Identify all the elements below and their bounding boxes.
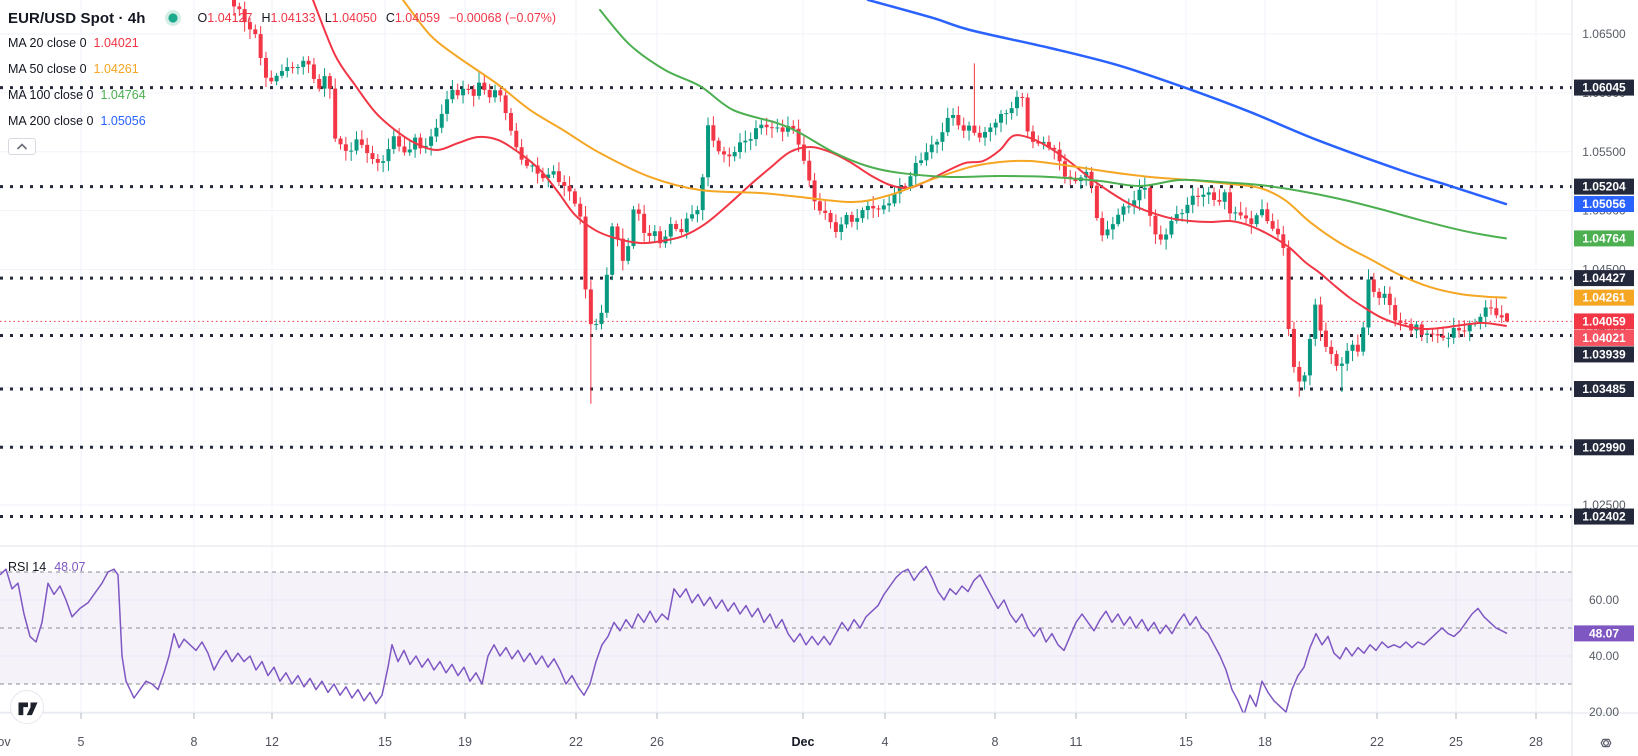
ohlc-l: L 1.04050 (324, 11, 377, 25)
market-status-icon (164, 9, 182, 27)
svg-text:4: 4 (882, 735, 889, 749)
svg-text:11: 11 (1070, 735, 1083, 749)
ma-value: 1.04021 (93, 36, 139, 50)
svg-text:1.06045: 1.06045 (1582, 81, 1626, 95)
ma-line-ma20 (312, 0, 1507, 330)
ma-legend-row-2[interactable]: MA 50 close 0 1.04261 (8, 56, 556, 82)
svg-text:ov: ov (0, 735, 11, 749)
ma-label: MA 20 close 0 (8, 36, 87, 50)
svg-text:18: 18 (1258, 735, 1272, 749)
svg-text:15: 15 (1179, 735, 1193, 749)
ma-label: MA 200 close 0 (8, 114, 94, 128)
rsi-label: RSI 14 (8, 560, 47, 574)
svg-text:22: 22 (569, 735, 583, 749)
svg-text:19: 19 (458, 735, 472, 749)
price-scale[interactable]: 1.065001.060001.055001.050001.045001.040… (1574, 27, 1634, 525)
symbol-title[interactable]: EUR/USD Spot · 4h (8, 9, 146, 27)
price-badge-1.04261: 1.04261 (1574, 289, 1634, 306)
tradingview-logo[interactable] (9, 689, 45, 730)
legend: EUR/USD Spot · 4h O 1.04127 H 1.04133 L 1.040… (8, 6, 556, 155)
gear-icon (1600, 738, 1612, 748)
price-badge-1.06045: 1.06045 (1574, 79, 1634, 96)
svg-text:26: 26 (650, 735, 664, 749)
svg-text:1.02990: 1.02990 (1582, 440, 1626, 454)
grid-lines (0, 0, 1572, 713)
svg-text:1.05500: 1.05500 (1582, 145, 1626, 159)
price-badge-1.05204: 1.05204 (1574, 178, 1634, 195)
ma-line-ma50 (402, 0, 1507, 299)
ma-legend-row-3[interactable]: MA 100 close 0 1.04764 (8, 82, 556, 108)
ohlc-o: O 1.04127 (197, 11, 253, 25)
price-badge-1.04764: 1.04764 (1574, 230, 1634, 247)
price-badge-1.02402: 1.02402 (1574, 508, 1634, 525)
ma-line-ma200 (866, 0, 1508, 206)
svg-text:1.02402: 1.02402 (1582, 510, 1626, 524)
ohlc-readout: O 1.04127 H 1.04133 L 1.04050 C 1.04059 −0.00068… (198, 11, 557, 25)
axis-settings-button[interactable] (1594, 731, 1618, 756)
price-badge-1.02990: 1.02990 (1574, 439, 1634, 456)
price-badge-1.04427: 1.04427 (1574, 270, 1634, 287)
time-axis[interactable]: ov 5 8 12 15 19 22 26 Dec 4 8 11 15 18 22 25 28 (0, 713, 1543, 749)
svg-text:40.00: 40.00 (1589, 649, 1619, 663)
svg-text:20.00: 20.00 (1589, 705, 1619, 719)
rsi-line[interactable] (0, 565, 1508, 714)
svg-text:Dec: Dec (792, 735, 815, 749)
price-badge-1.03939: 1.03939 (1574, 346, 1634, 363)
ma-legend-rows: MA 20 close 0 1.04021 MA 50 close 0 1.04261… (8, 30, 556, 134)
ma-label: MA 100 close 0 (8, 88, 94, 102)
ma-value: 1.04261 (93, 62, 139, 76)
rsi-scale[interactable]: 60.00 40.00 20.00 48.07 (1574, 593, 1634, 719)
svg-text:1.02500: 1.02500 (1582, 498, 1626, 512)
chevron-up-icon (16, 142, 28, 150)
svg-text:1.05056: 1.05056 (1582, 197, 1626, 211)
svg-text:8: 8 (992, 735, 999, 749)
rsi-value: 48.07 (54, 560, 86, 574)
ma-value: 1.05056 (100, 114, 146, 128)
ma-value: 1.04764 (100, 88, 146, 102)
svg-text:1.03485: 1.03485 (1582, 382, 1626, 396)
price-badge-1.04059: 1.04059 (1574, 313, 1634, 330)
moving-average-lines[interactable] (312, 0, 1508, 330)
svg-text:22: 22 (1370, 735, 1384, 749)
svg-text:8: 8 (191, 735, 198, 749)
ohlc-c: C 1.04059 (385, 11, 441, 25)
rsi-legend-row[interactable]: RSI 14 48.07 (8, 560, 86, 574)
collapse-legend-button[interactable] (8, 138, 36, 155)
svg-text:12: 12 (265, 735, 279, 749)
price-badge-1.05056: 1.05056 (1574, 196, 1634, 213)
change-readout: −0.00068 (−0.07%) (449, 11, 557, 25)
price-badge-1.04021: 1.04021 (1574, 329, 1634, 346)
svg-text:1.04764: 1.04764 (1582, 231, 1626, 245)
svg-text:60.00: 60.00 (1589, 593, 1619, 607)
svg-text:1.04427: 1.04427 (1582, 271, 1626, 285)
svg-text:1.04261: 1.04261 (1582, 291, 1626, 305)
svg-text:5: 5 (78, 735, 85, 749)
price-badge-1.03485: 1.03485 (1574, 381, 1634, 398)
svg-text:25: 25 (1449, 735, 1463, 749)
svg-text:1.04021: 1.04021 (1582, 331, 1626, 345)
svg-text:1.03939: 1.03939 (1582, 347, 1626, 361)
ma-line-ma100 (599, 8, 1507, 240)
svg-text:48.07: 48.07 (1589, 626, 1619, 640)
svg-text:15: 15 (378, 735, 392, 749)
svg-text:1.06500: 1.06500 (1582, 27, 1626, 41)
svg-text:1.05204: 1.05204 (1582, 180, 1626, 194)
svg-text:1.04059: 1.04059 (1582, 314, 1626, 328)
ma-legend-row-1[interactable]: MA 20 close 0 1.04021 (8, 30, 556, 56)
svg-text:28: 28 (1529, 735, 1543, 749)
ma-legend-row-4[interactable]: MA 200 close 0 1.05056 (8, 108, 556, 134)
symbol-row[interactable]: EUR/USD Spot · 4h O 1.04127 H 1.04133 L 1.040… (8, 6, 556, 30)
ohlc-h: H 1.04133 (261, 11, 316, 25)
tv-glyph (18, 702, 38, 716)
ma-label: MA 50 close 0 (8, 62, 87, 76)
